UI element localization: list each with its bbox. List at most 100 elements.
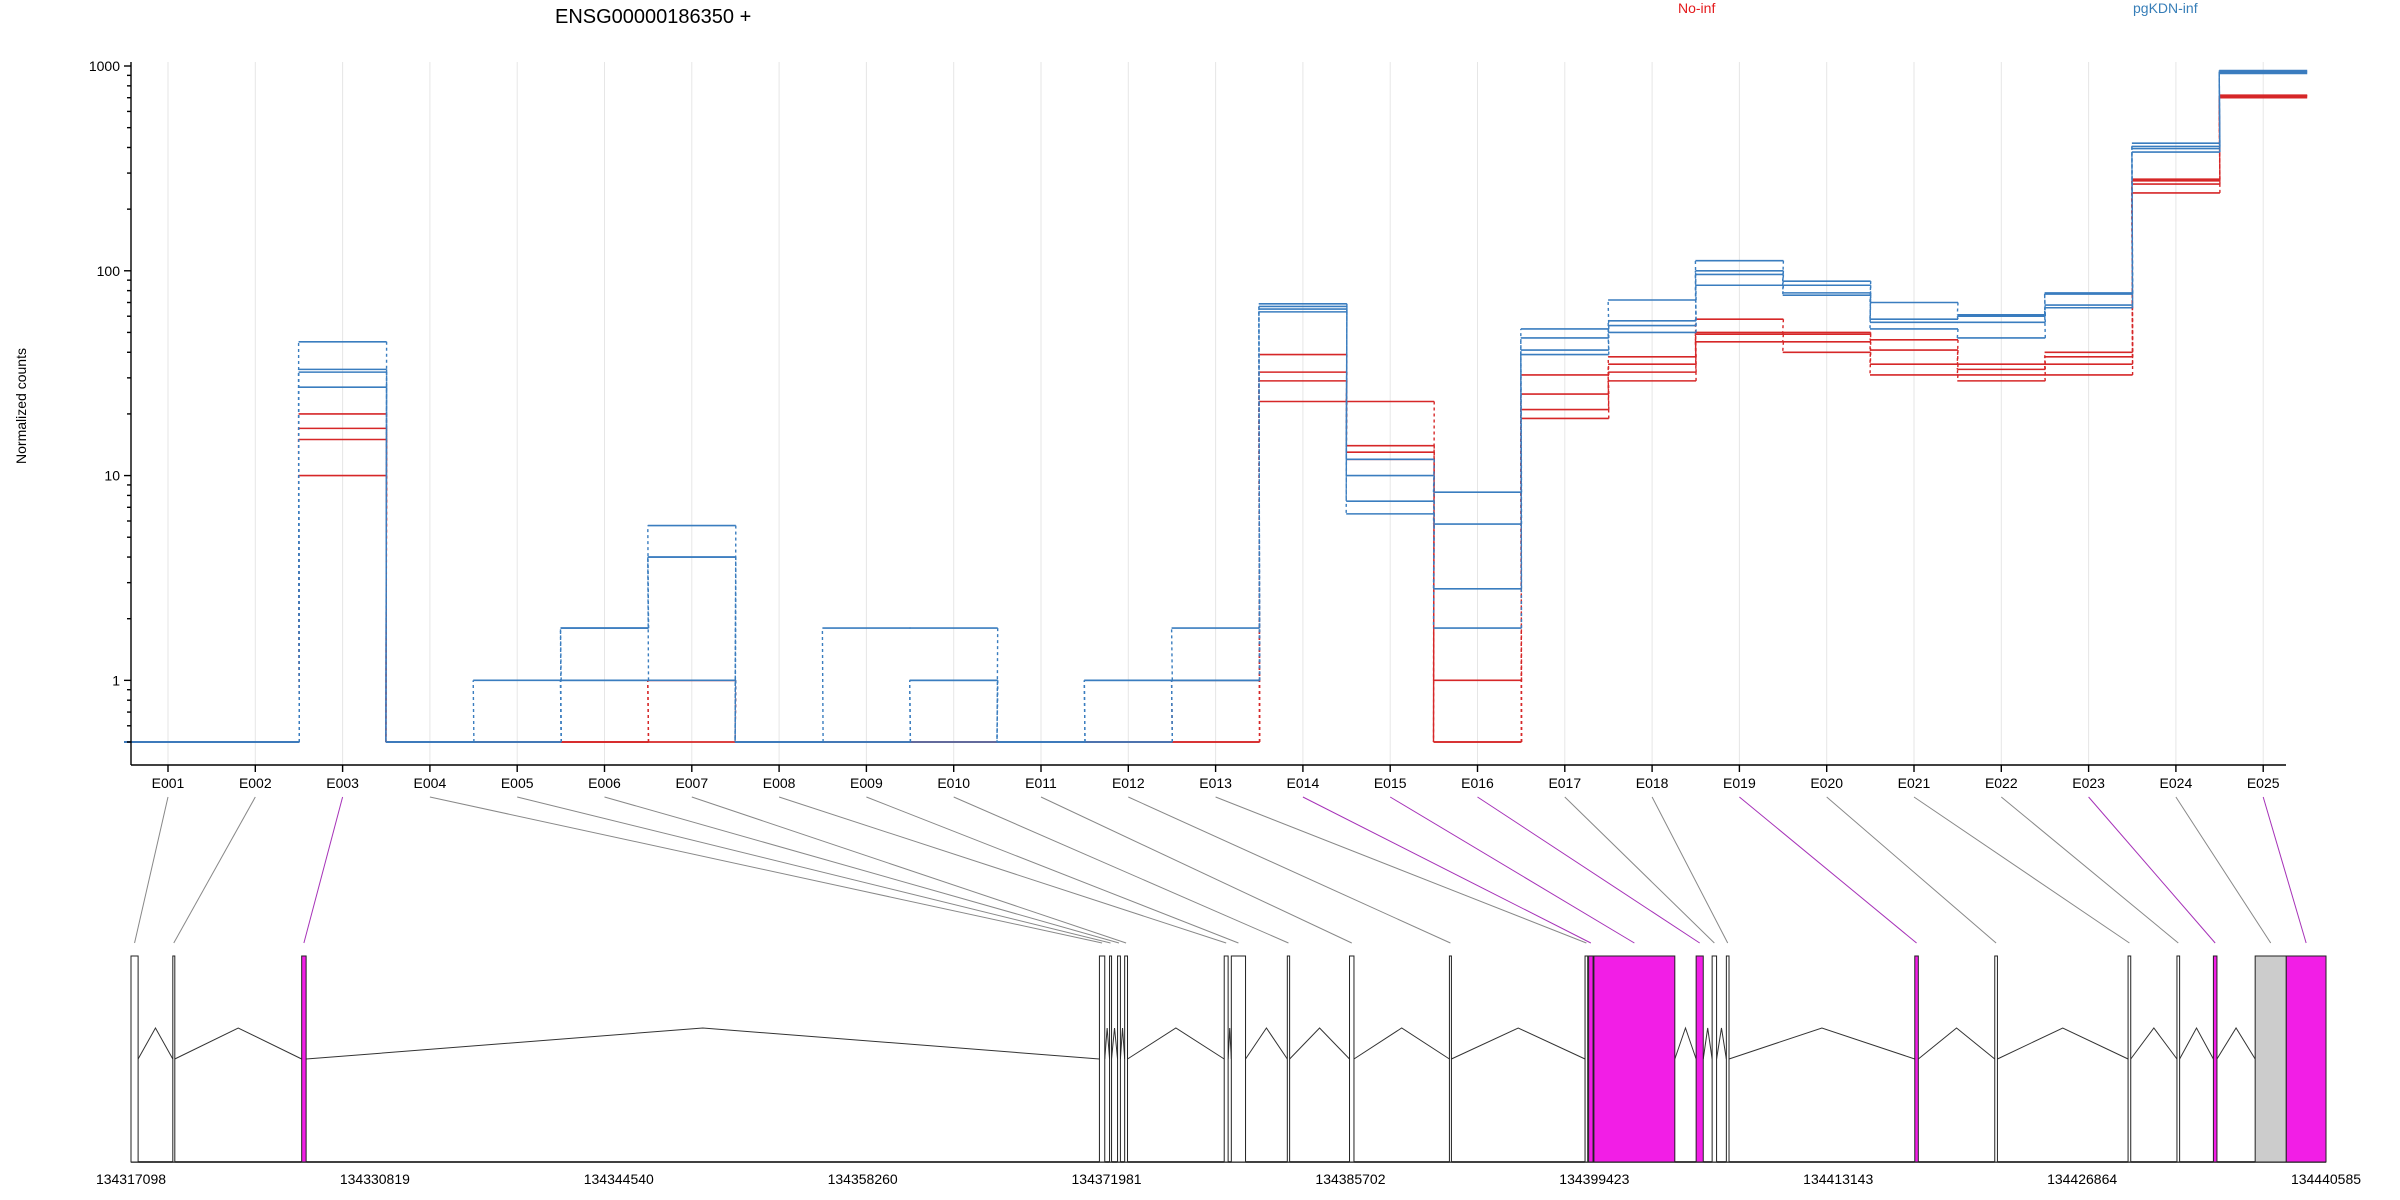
exon-e001 (130, 955, 139, 1163)
exon-e005 (1109, 955, 1113, 1163)
genomic-coordinate-label: 134385702 (1315, 1171, 1385, 1187)
intron-line (1997, 1027, 2129, 1060)
connector-e017 (1564, 796, 1715, 944)
series-connector (1083, 680, 1086, 743)
x-tick-label-e012: E012 (1112, 775, 1145, 791)
connector-e002 (173, 796, 256, 944)
series-connector (996, 680, 999, 743)
x-tick-label-e010: E010 (937, 775, 970, 791)
series-connector (909, 680, 912, 743)
connector-e025 (2262, 796, 2307, 944)
series-connector (1694, 285, 1697, 333)
series-connector (1607, 380, 1610, 419)
x-tick-label-e003: E003 (326, 775, 359, 791)
intron-line (1451, 1027, 1586, 1060)
x-tick-label-e023: E023 (2072, 775, 2105, 791)
exon-e015 (1593, 955, 1676, 1163)
series-lines (124, 69, 2308, 743)
exon-e003 (301, 955, 307, 1163)
series-connector (2131, 152, 2134, 308)
intron-line (137, 1026, 174, 1060)
series-connector (559, 680, 562, 743)
series-connector (1694, 332, 1697, 365)
exon-e013 (1584, 955, 1589, 1163)
intron-line (2130, 1027, 2178, 1060)
connector-e003 (303, 796, 344, 944)
connector-e008 (778, 796, 1227, 944)
series-connector (1694, 334, 1697, 373)
series-connector (1956, 374, 1959, 381)
genomic-coordinate-label: 134413143 (1803, 1171, 1873, 1187)
connector-e014 (1302, 796, 1592, 944)
x-tick-label-e016: E016 (1461, 775, 1494, 791)
series-connector (996, 628, 999, 743)
series-connector (734, 557, 737, 743)
exon-e017 (1711, 955, 1718, 1163)
series-connector (1170, 680, 1174, 743)
series-connector (1782, 341, 1785, 353)
intron-line (1716, 1027, 1727, 1060)
connector-e009 (866, 796, 1239, 944)
x-tick-label-e006: E006 (588, 775, 621, 791)
y-tick-label: 100 (97, 263, 121, 279)
series-connector (734, 680, 737, 743)
x-tick-label-e013: E013 (1199, 775, 1232, 791)
exon-e014 (1588, 955, 1594, 1163)
exon-connectors (134, 796, 2307, 944)
exon-e012 (1448, 955, 1452, 1163)
exon-e018 (1725, 955, 1730, 1163)
series-connector (1869, 352, 1872, 375)
series-connector (2218, 73, 2221, 153)
x-tick-label-e025: E025 (2247, 775, 2280, 791)
exon-e019 (1914, 955, 1919, 1163)
x-tick-label-e005: E005 (501, 775, 534, 791)
x-tick-label-e024: E024 (2160, 775, 2193, 791)
x-tick-label-e007: E007 (675, 775, 708, 791)
connector-e012 (1128, 796, 1451, 944)
axes: 1 10 100 1000 E001 E002 E003 E004 E005 E006 E007 E0… (89, 58, 2286, 791)
series-connector (2043, 364, 2046, 375)
exon-e023 (2212, 955, 2218, 1163)
x-tick-label-e017: E017 (1548, 775, 1581, 791)
connector-e007 (691, 796, 1127, 944)
connector-e018 (1651, 796, 1729, 944)
series-connector (1345, 309, 1348, 502)
series-connector (2043, 307, 2046, 338)
x-tick-label-e004: E004 (414, 775, 447, 791)
genomic-coordinate-label: 134440585 (2291, 1171, 2361, 1187)
y-tick-label: 1 (112, 672, 120, 688)
series-connector (1782, 319, 1785, 333)
exon-e020 (1994, 955, 1998, 1163)
connector-e011 (1040, 796, 1352, 944)
series-connector (2043, 294, 2046, 317)
series-connector (559, 628, 562, 681)
genomic-coordinate-label: 134358260 (828, 1171, 898, 1187)
x-tick-label-e022: E022 (1985, 775, 2018, 791)
series-connector (1782, 334, 1785, 342)
series-connector (2043, 374, 2046, 381)
exon-e011 (1349, 955, 1355, 1163)
genomic-coordinate-label: 134371981 (1072, 1171, 1142, 1187)
connector-e021 (1913, 796, 2130, 944)
connector-e019 (1739, 796, 1917, 944)
series-connector (1607, 332, 1610, 355)
connector-e004 (429, 796, 1103, 944)
intron-line (1918, 1027, 1996, 1060)
exon-e024 (2254, 955, 2287, 1163)
connector-e023 (2088, 796, 2216, 944)
series-connector (385, 372, 388, 743)
intron-line (1674, 1026, 1697, 1060)
series-connector (1782, 285, 1785, 296)
connector-e013 (1215, 796, 1587, 944)
intron-line (1104, 1027, 1111, 1060)
connector-e005 (517, 796, 1111, 944)
intron-line (2216, 1027, 2256, 1060)
exon-e010 (1286, 955, 1291, 1163)
x-tick-label-e014: E014 (1287, 775, 1320, 791)
intron-line (1127, 1027, 1225, 1060)
legend-entry-pgkdn-inf: pgKDN-inf (2133, 0, 2198, 16)
x-tick-label-e002: E002 (239, 775, 272, 791)
series-pgkdn-inf-8 (124, 72, 2308, 743)
intron-line (1728, 1027, 1915, 1060)
series-connector (1258, 311, 1261, 681)
